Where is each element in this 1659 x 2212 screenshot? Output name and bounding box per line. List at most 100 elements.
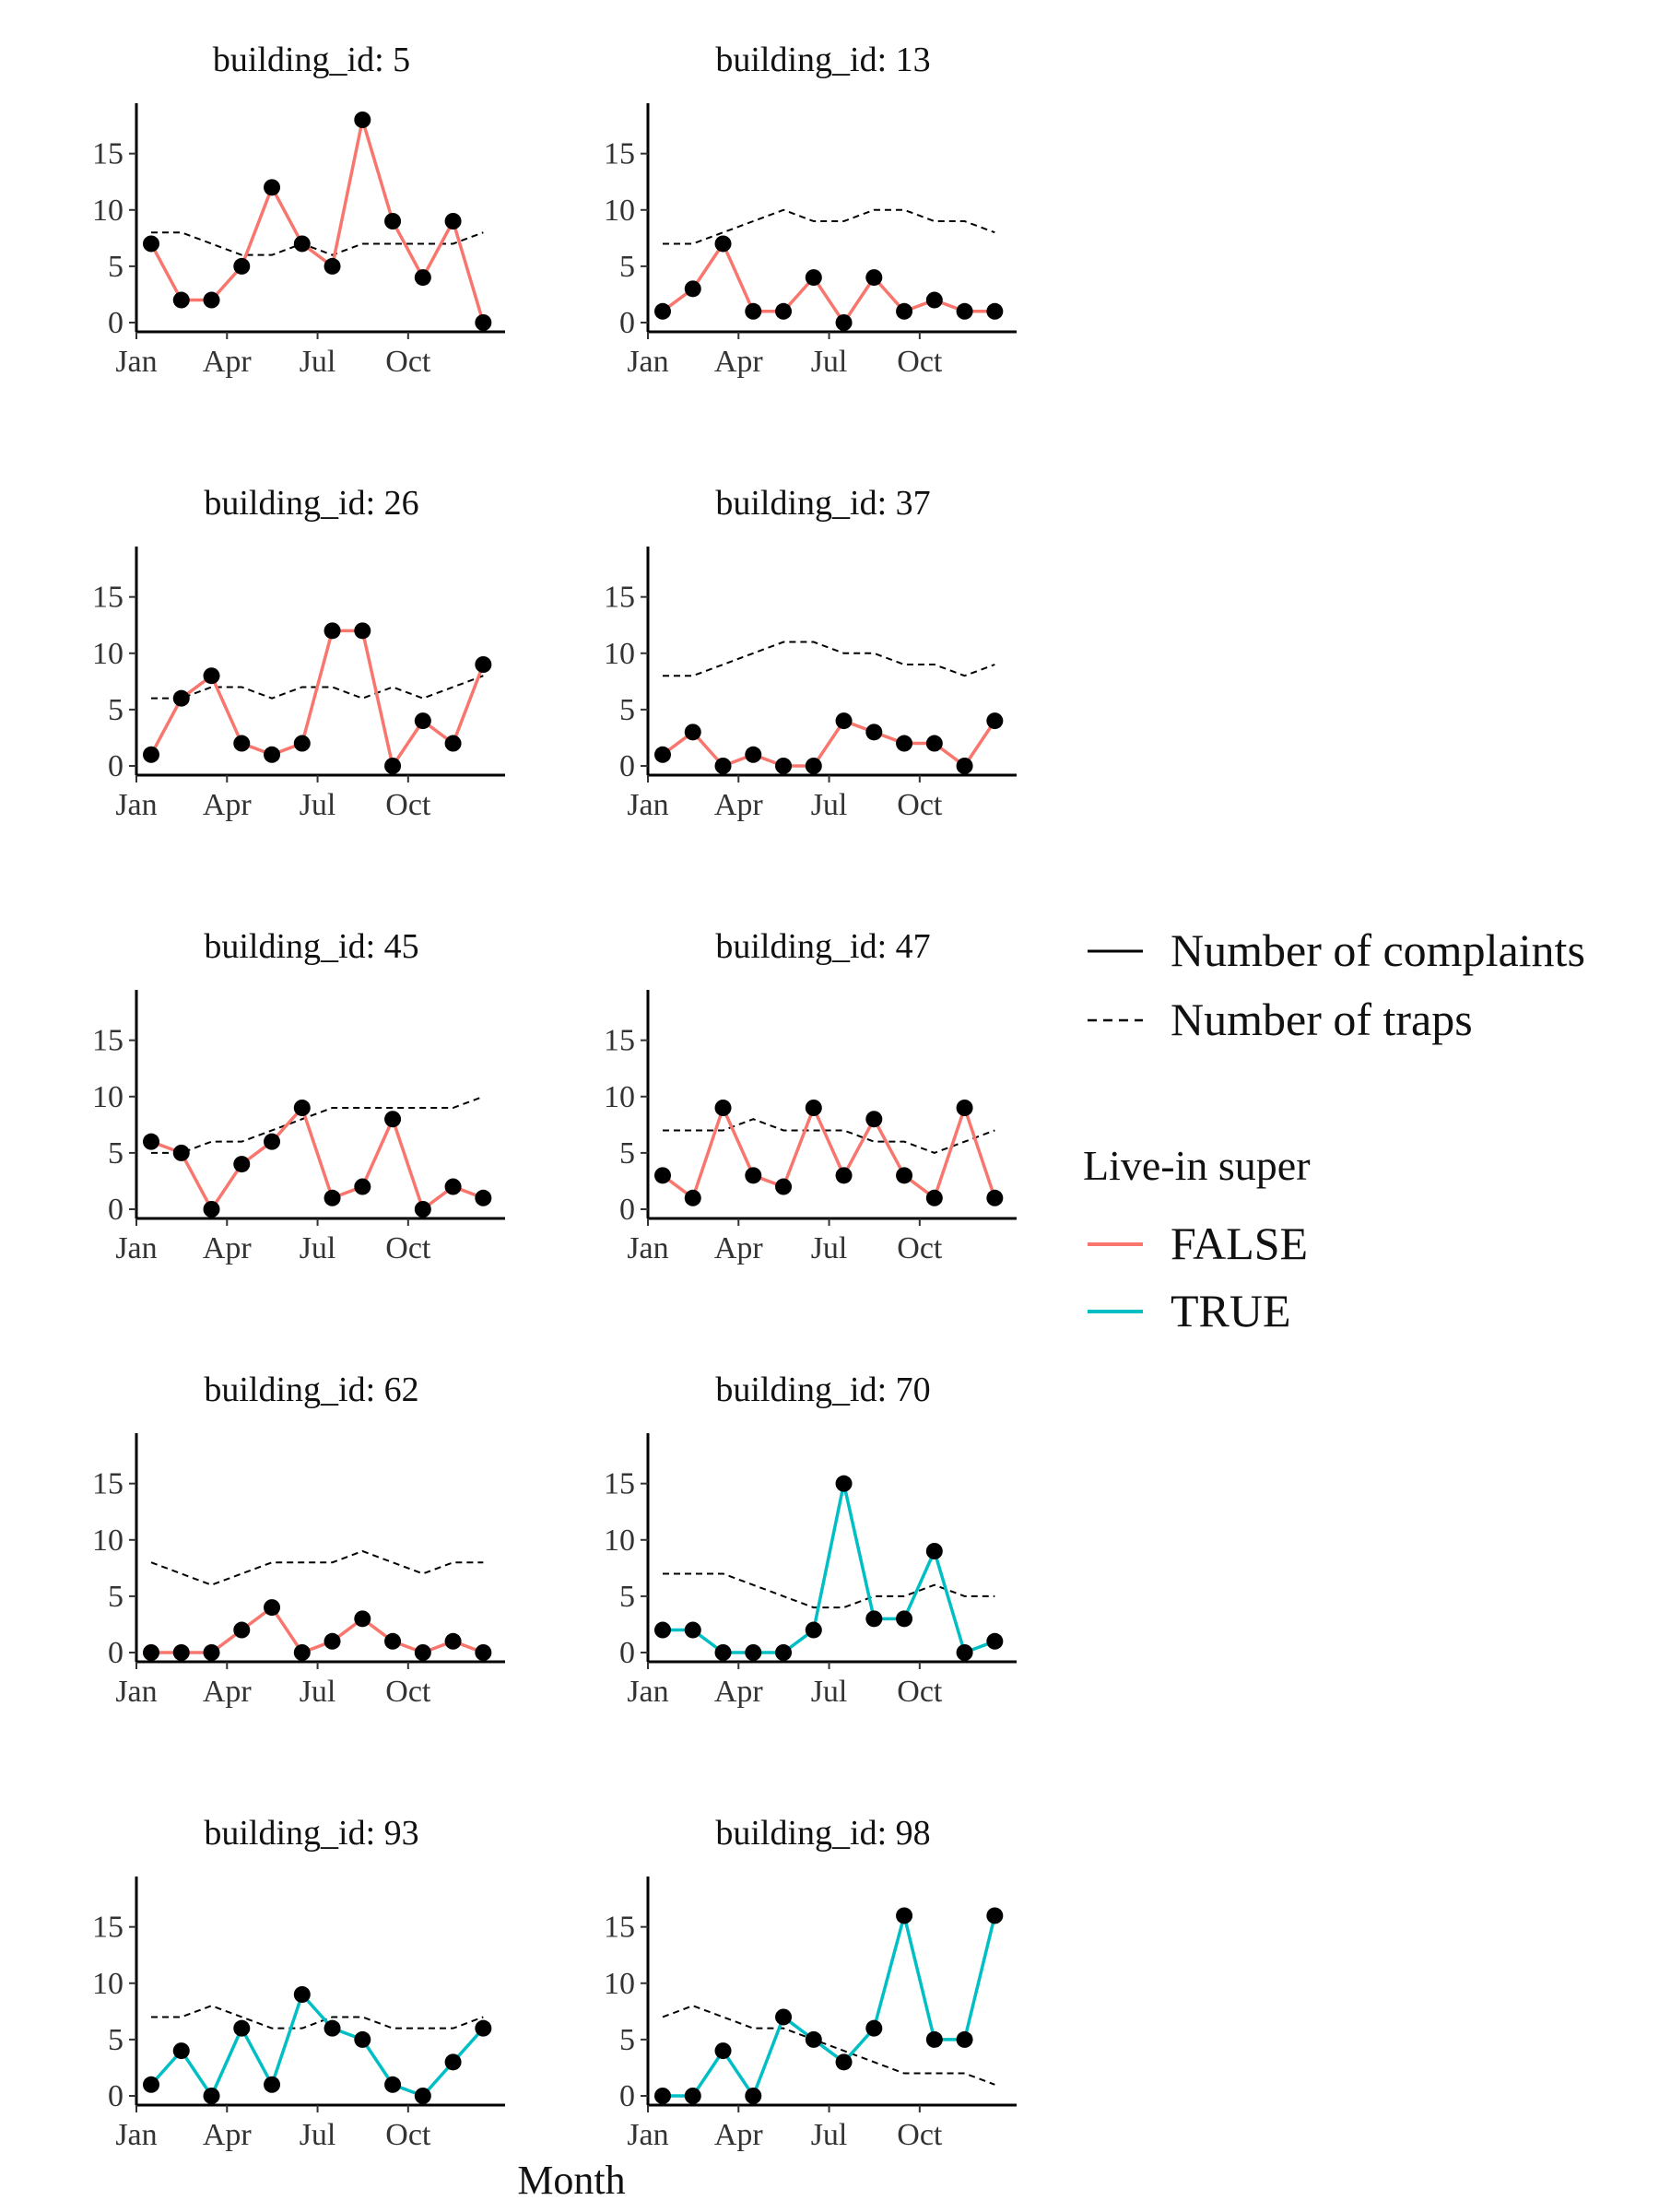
x-tick-label: Jan	[627, 1675, 668, 1709]
facet-panel: building_id: 5 0 5 10 15 Jan Apr Jul Oct	[92, 41, 505, 379]
complaints-series-line	[149, 629, 485, 768]
complaints-point	[745, 2088, 762, 2104]
facet-strip-label: building_id: 98	[715, 1814, 930, 1853]
facet-panel: building_id: 37 0 5 10 15 Jan Apr Jul Oct	[604, 484, 1017, 822]
facet-panel: building_id: 98 0 5 10 15 Jan Apr Jul Oct	[604, 1814, 1017, 2152]
legend-complaints-label: Number of complaints	[1171, 924, 1585, 976]
x-tick-label: Apr	[203, 788, 253, 822]
x-tick-label: Apr	[203, 345, 253, 379]
traps-series-line	[663, 208, 995, 245]
complaints-point	[865, 1111, 883, 1128]
complaints-point	[956, 2030, 973, 2048]
complaints-point	[384, 2076, 402, 2093]
y-tick-label: 0	[108, 749, 124, 783]
y-tick-label: 15	[604, 1024, 635, 1058]
complaints-point	[293, 1986, 311, 2003]
y-tick-label: 15	[92, 1467, 124, 1501]
complaints-point	[143, 1133, 159, 1150]
complaints-point	[896, 1167, 913, 1184]
complaints-point	[444, 735, 462, 752]
complaints-series-line	[663, 1481, 995, 1654]
y-tick-label: 15	[92, 1024, 124, 1058]
complaints-point	[684, 1189, 701, 1206]
complaints-point	[384, 213, 402, 229]
complaints-point	[203, 291, 220, 309]
complaints-point	[896, 1610, 913, 1628]
y-tick-label: 0	[619, 306, 635, 340]
complaints-point	[805, 758, 822, 774]
complaints-point	[956, 1644, 973, 1661]
complaints-series-line	[661, 241, 995, 324]
complaints-point	[986, 1907, 1004, 1924]
x-tick-label: Apr	[714, 1675, 764, 1709]
x-tick-label: Apr	[714, 788, 764, 822]
x-tick-label: Oct	[897, 1675, 943, 1709]
complaints-point	[264, 1133, 281, 1150]
complaints-point	[354, 112, 371, 128]
traps-series-line	[663, 641, 995, 677]
complaints-point	[714, 235, 732, 253]
y-tick-label: 0	[619, 749, 635, 783]
complaints-point	[835, 712, 853, 730]
x-tick-label: Jan	[115, 2118, 157, 2152]
y-tick-label: 15	[604, 1911, 635, 1945]
complaints-point	[143, 746, 159, 763]
complaints-point	[775, 302, 793, 320]
complaints-point	[233, 735, 251, 752]
y-tick-label: 0	[619, 1636, 635, 1670]
x-tick-label: Apr	[714, 345, 764, 379]
complaints-point	[745, 746, 762, 763]
legend-false-label: FALSE	[1171, 1218, 1308, 1269]
complaints-point	[714, 1100, 732, 1116]
complaints-point	[384, 758, 402, 774]
x-tick-label: Jul	[300, 788, 336, 822]
complaints-point	[865, 269, 883, 287]
x-tick-label: Jul	[811, 788, 848, 822]
complaints-point	[684, 724, 701, 741]
complaints-point	[714, 1644, 732, 1661]
complaints-point	[264, 179, 281, 196]
complaints-point	[956, 302, 973, 320]
x-tick-label: Jul	[811, 345, 848, 379]
complaints-series-line	[150, 1106, 484, 1211]
complaints-point	[444, 2053, 462, 2071]
complaints-point	[203, 2088, 220, 2104]
y-tick-label: 0	[619, 2079, 635, 2113]
legend-true-label: TRUE	[1171, 1285, 1291, 1336]
traps-series-line	[663, 1572, 995, 1609]
facet-panel: building_id: 45 0 5 10 15 Jan Apr Jul Oct	[92, 927, 505, 1265]
complaints-series-line	[663, 1913, 997, 2098]
complaints-point	[835, 314, 853, 331]
complaints-point	[775, 1644, 793, 1661]
facet-strip-label: building_id: 37	[715, 484, 930, 523]
facet-strip-label: building_id: 26	[204, 484, 418, 523]
x-tick-label: Oct	[385, 345, 431, 379]
x-tick-label: Oct	[897, 345, 943, 379]
complaints-point	[324, 1632, 341, 1650]
y-tick-label: 5	[619, 2023, 635, 2057]
complaints-point	[654, 746, 671, 763]
complaints-point	[805, 2030, 822, 2048]
complaints-point	[293, 1100, 311, 1116]
traps-series-line	[151, 2005, 484, 2030]
complaints-point	[384, 1632, 402, 1650]
x-tick-label: Jan	[115, 345, 157, 379]
facet-strip-label: building_id: 70	[715, 1371, 930, 1409]
complaints-point	[956, 758, 973, 774]
facet-panel: building_id: 93 0 5 10 15 Jan Apr Jul Oct	[92, 1814, 505, 2152]
x-tick-label: Jan	[627, 345, 668, 379]
traps-series-line	[150, 1549, 484, 1586]
x-tick-label: Apr	[203, 1675, 253, 1709]
complaints-point	[203, 1201, 220, 1218]
y-tick-label: 5	[619, 693, 635, 727]
complaints-point	[293, 235, 311, 253]
x-tick-label: Jul	[300, 1231, 336, 1265]
traps-series-line	[151, 231, 484, 256]
traps-series-line	[662, 2005, 995, 2086]
complaints-point	[475, 1644, 492, 1661]
y-tick-label: 0	[108, 1193, 124, 1227]
complaints-point	[896, 302, 913, 320]
complaints-point	[475, 314, 492, 331]
y-tick-label: 0	[108, 306, 124, 340]
